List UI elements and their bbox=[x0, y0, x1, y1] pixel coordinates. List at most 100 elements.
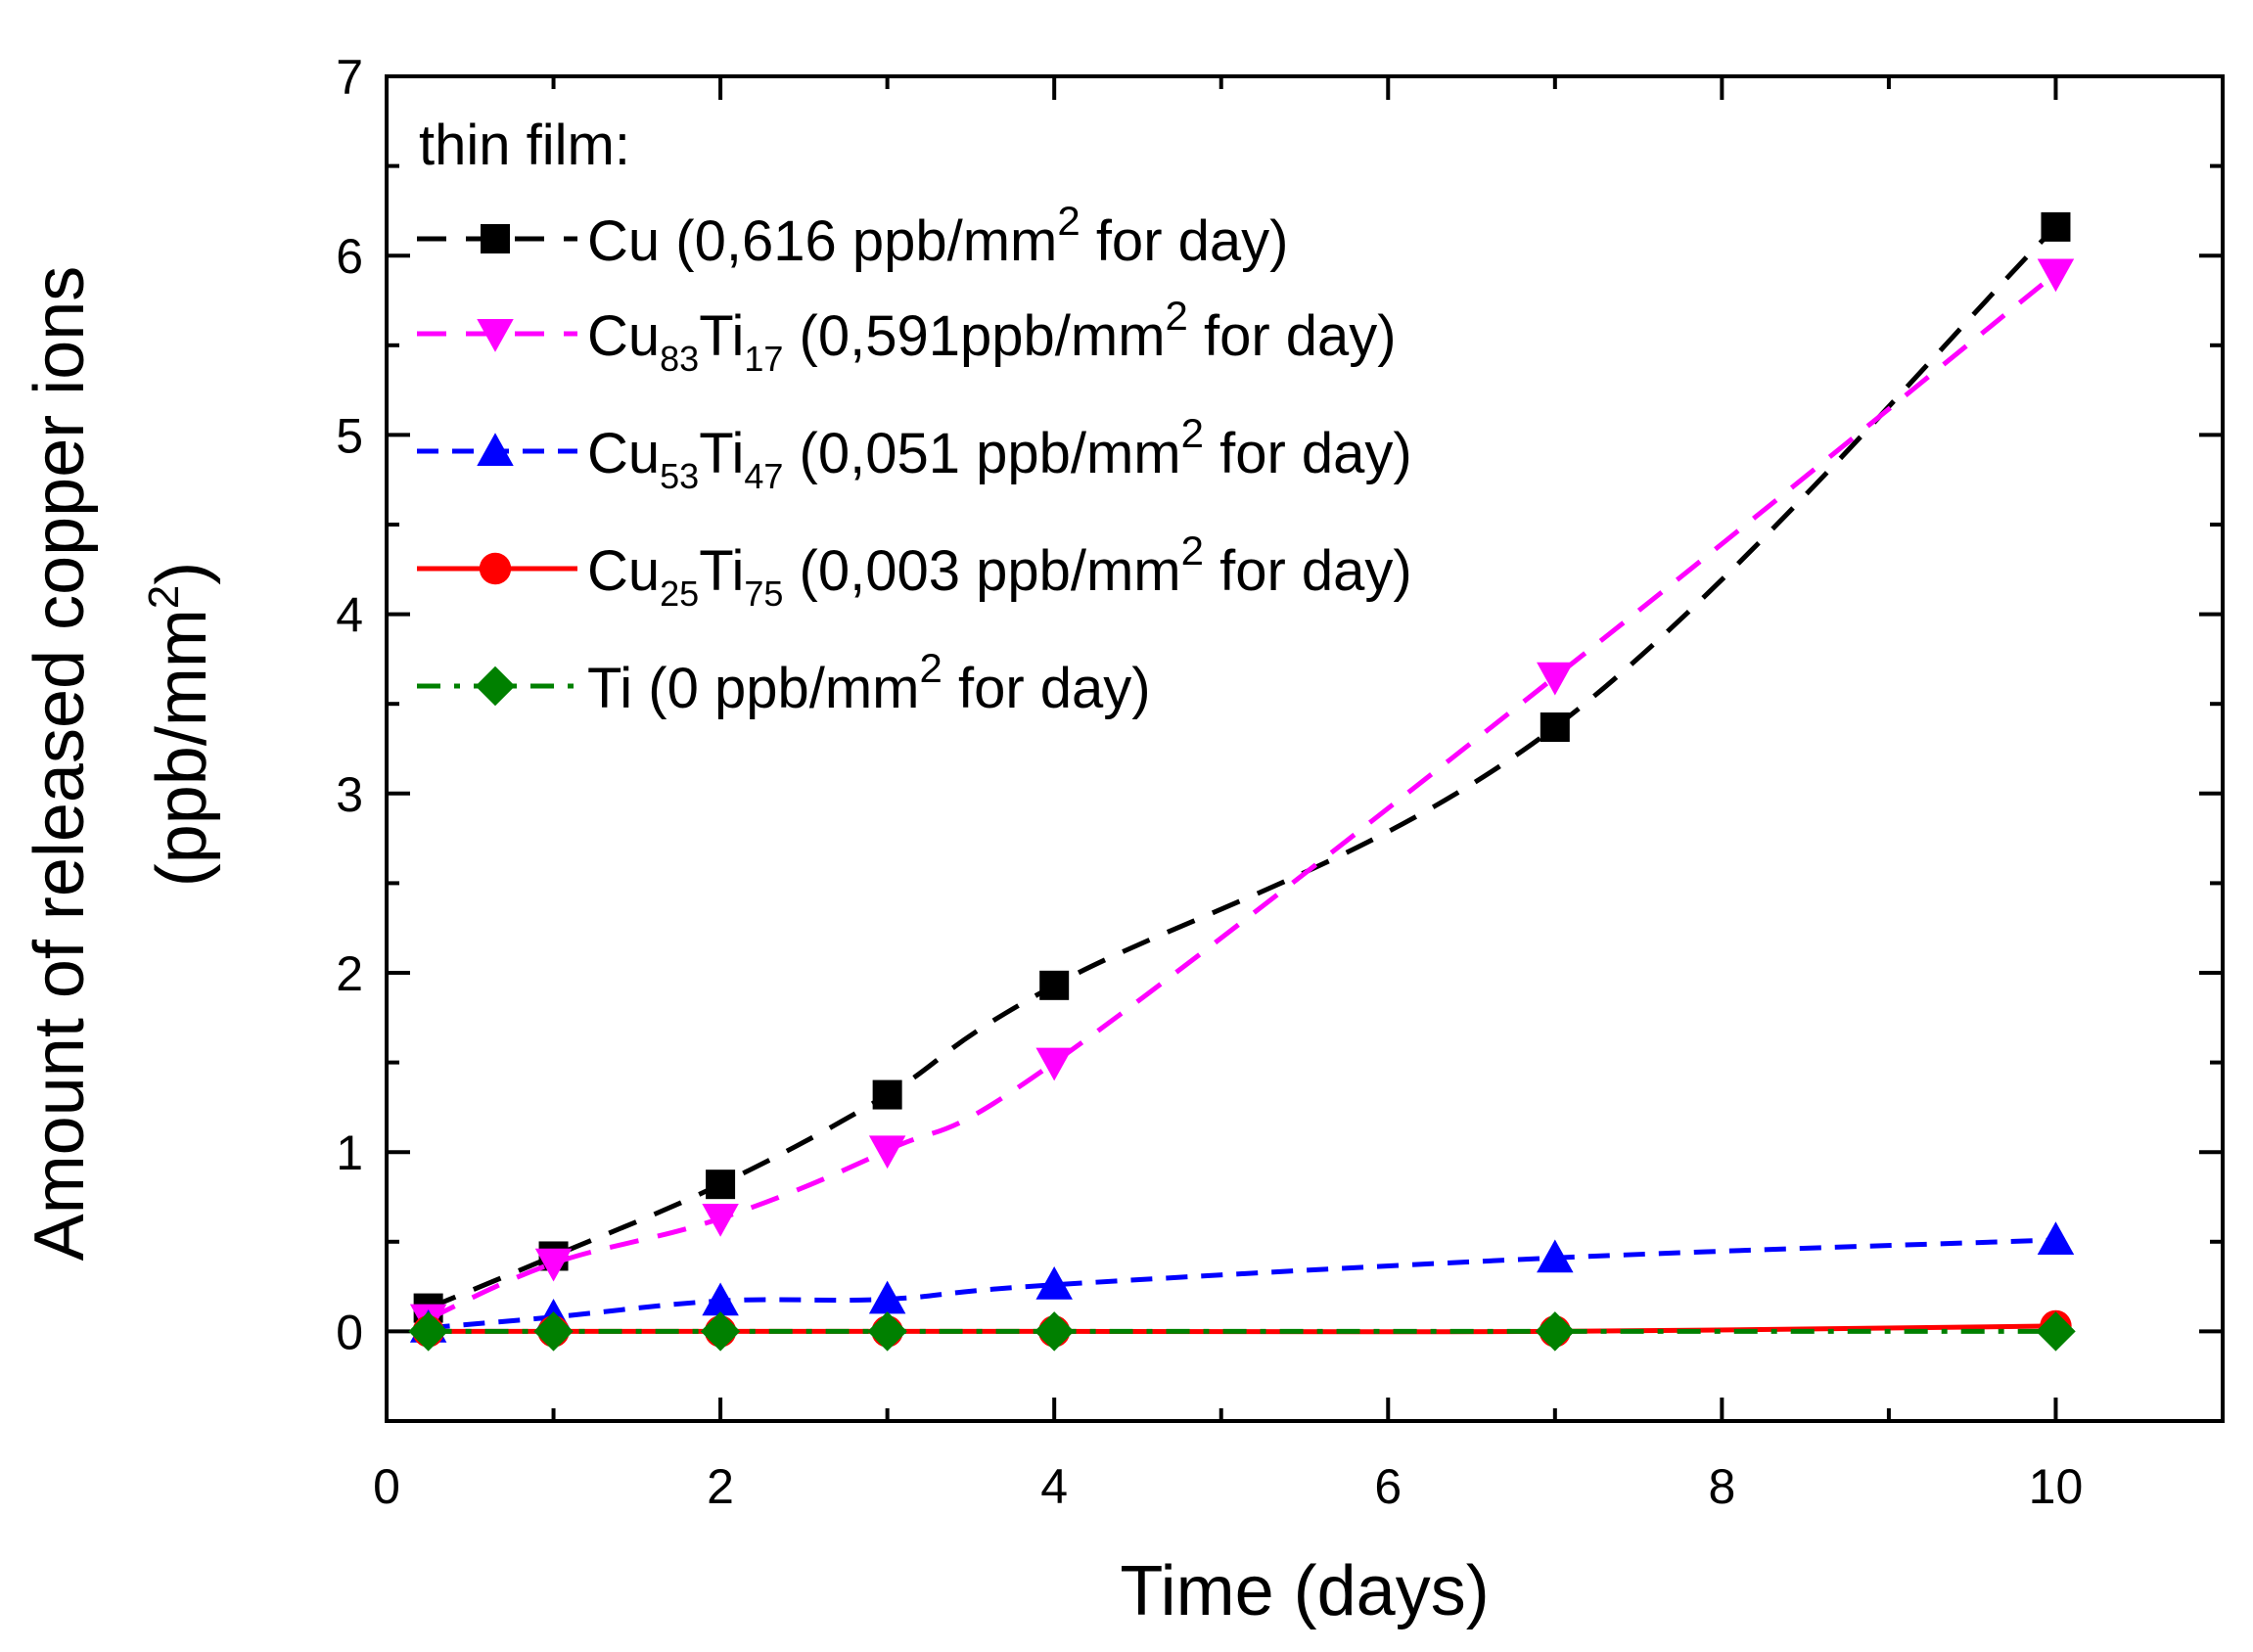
data-point-cu53ti47 bbox=[1537, 1239, 1574, 1273]
legend-marker-cu53ti47 bbox=[477, 433, 514, 466]
y-tick-label: 0 bbox=[336, 1305, 363, 1359]
series-cu53ti47 bbox=[409, 1221, 2075, 1343]
x-tick-label: 10 bbox=[2029, 1459, 2084, 1514]
data-point-cu bbox=[2041, 211, 2071, 242]
series-layer bbox=[408, 211, 2076, 1352]
legend-item-ti: Ti (0 ppb/mm2 for day) bbox=[417, 645, 1151, 720]
data-point-cu bbox=[1039, 970, 1070, 1000]
legend-label-part: 53 bbox=[660, 456, 699, 496]
legend-label-part: 47 bbox=[744, 456, 783, 496]
legend-label-part: 2 bbox=[1057, 198, 1080, 244]
series-line-cu bbox=[427, 225, 2058, 1310]
legend-label-part: Ti bbox=[699, 304, 744, 368]
legend-title: thin film: bbox=[419, 114, 630, 177]
legend-item-cu83ti17: Cu83Ti17 (0,591ppb/mm2 for day) bbox=[417, 293, 1397, 379]
legend-label-part: 2 bbox=[1166, 293, 1188, 339]
x-axis-title: Time (days) bbox=[1120, 1552, 1489, 1630]
data-point-cu bbox=[706, 1170, 736, 1200]
legend-label-part: (0,591ppb/mm bbox=[783, 304, 1165, 368]
y-axis-title-sup: 2 bbox=[140, 585, 188, 609]
series-line-cu53ti47 bbox=[428, 1237, 2056, 1331]
data-point-cu83ti17 bbox=[702, 1203, 739, 1237]
series-cu83ti17 bbox=[409, 258, 2075, 1338]
legend-label-part: Cu bbox=[587, 422, 660, 485]
y-axis-title: Amount of released copper ions (ppb/mm2) bbox=[21, 266, 221, 1262]
legend-label-part: for day) bbox=[1188, 304, 1397, 368]
legend-label-part: 2 bbox=[1181, 528, 1204, 574]
legend-label-part: 75 bbox=[744, 574, 783, 614]
legend-marker-cu25ti75 bbox=[479, 552, 512, 585]
legend: thin film:Cu (0,616 ppb/mm2 for day)Cu83… bbox=[417, 114, 1412, 720]
data-point-ti bbox=[2036, 1311, 2076, 1352]
data-point-ti bbox=[1034, 1311, 1075, 1352]
legend-label-cu: Cu (0,616 ppb/mm2 for day) bbox=[587, 198, 1288, 273]
legend-marker-ti bbox=[475, 665, 516, 707]
x-tick-label: 4 bbox=[1040, 1459, 1068, 1514]
data-point-ti bbox=[867, 1311, 907, 1352]
x-tick-label: 6 bbox=[1374, 1459, 1402, 1514]
data-point-cu bbox=[1540, 712, 1570, 743]
legend-label-part: 17 bbox=[744, 339, 783, 379]
y-tick-label: 6 bbox=[336, 229, 363, 284]
legend-label-part: for day) bbox=[1204, 422, 1412, 485]
series-cu bbox=[413, 211, 2071, 1323]
data-point-ti bbox=[1535, 1311, 1576, 1352]
data-point-cu83ti17 bbox=[1035, 1047, 1073, 1081]
data-point-ti bbox=[408, 1311, 448, 1352]
legend-item-cu25ti75: Cu25Ti75 (0,003 ppb/mm2 for day) bbox=[417, 528, 1412, 614]
data-point-cu bbox=[872, 1079, 902, 1110]
legend-label-part: (0,051 ppb/mm bbox=[783, 422, 1180, 485]
series-cu25ti75 bbox=[412, 1309, 2072, 1348]
y-axis-title-line2: (ppb/mm2) bbox=[140, 562, 221, 888]
x-tick-label: 2 bbox=[707, 1459, 734, 1514]
legend-label-ti: Ti (0 ppb/mm2 for day) bbox=[587, 645, 1151, 720]
legend-label-part: Ti bbox=[699, 539, 744, 603]
legend-label-part: for day) bbox=[1081, 209, 1289, 273]
y-tick-label: 2 bbox=[336, 946, 363, 1001]
x-tick-label: 0 bbox=[373, 1459, 400, 1514]
legend-marker-cu83ti17 bbox=[477, 319, 514, 352]
data-point-cu53ti47 bbox=[1035, 1266, 1073, 1300]
y-tick-label: 7 bbox=[336, 50, 363, 105]
legend-label-part: 25 bbox=[660, 574, 699, 614]
data-point-cu83ti17 bbox=[2037, 258, 2075, 293]
legend-label-part: (0,003 ppb/mm bbox=[783, 539, 1180, 603]
legend-label-part: 2 bbox=[1181, 410, 1204, 456]
legend-label-part: 83 bbox=[660, 339, 699, 379]
data-point-cu53ti47 bbox=[2037, 1221, 2075, 1255]
tick-layer: 0 2 4 6 8 10 0 1 2 3 4 5 6 7 bbox=[336, 50, 2223, 1514]
data-point-cu53ti47 bbox=[702, 1282, 739, 1316]
series-ti bbox=[408, 1311, 2076, 1352]
y-axis-title-close: ) bbox=[143, 562, 221, 585]
data-point-ti bbox=[533, 1311, 574, 1352]
data-point-cu83ti17 bbox=[868, 1135, 906, 1170]
legend-item-cu53ti47: Cu53Ti47 (0,051 ppb/mm2 for day) bbox=[417, 410, 1412, 496]
data-point-cu53ti47 bbox=[868, 1280, 906, 1314]
legend-label-part: Ti (0 ppb/mm bbox=[587, 657, 919, 720]
y-tick-label: 1 bbox=[336, 1125, 363, 1180]
legend-label-cu25ti75: Cu25Ti75 (0,003 ppb/mm2 for day) bbox=[587, 528, 1412, 614]
data-point-ti bbox=[700, 1311, 741, 1352]
legend-label-part: for day) bbox=[1204, 539, 1412, 603]
legend-label-part: Ti bbox=[699, 422, 744, 485]
y-tick-label: 3 bbox=[336, 767, 363, 822]
legend-label-part: Cu bbox=[587, 539, 660, 603]
legend-label-cu53ti47: Cu53Ti47 (0,051 ppb/mm2 for day) bbox=[587, 410, 1412, 496]
legend-label-cu83ti17: Cu83Ti17 (0,591ppb/mm2 for day) bbox=[587, 293, 1397, 379]
legend-label-part: Cu (0,616 ppb/mm bbox=[587, 209, 1057, 273]
y-axis-title-line1: Amount of released copper ions bbox=[21, 266, 99, 1262]
data-point-cu83ti17 bbox=[1537, 662, 1574, 696]
data-point-cu83ti17 bbox=[534, 1248, 573, 1282]
legend-label-part: for day) bbox=[943, 657, 1151, 720]
legend-marker-cu bbox=[481, 224, 510, 253]
series-line-cu83ti17 bbox=[427, 271, 2058, 1321]
legend-label-part: Cu bbox=[587, 304, 660, 368]
x-tick-label: 8 bbox=[1708, 1459, 1735, 1514]
legend-label-part: 2 bbox=[919, 645, 942, 691]
y-axis-title-unit: (ppb/mm bbox=[143, 609, 221, 887]
y-tick-label: 5 bbox=[336, 408, 363, 463]
plot-frame bbox=[385, 74, 2225, 1423]
legend-item-cu: Cu (0,616 ppb/mm2 for day) bbox=[417, 198, 1288, 273]
y-tick-label: 4 bbox=[336, 588, 363, 643]
